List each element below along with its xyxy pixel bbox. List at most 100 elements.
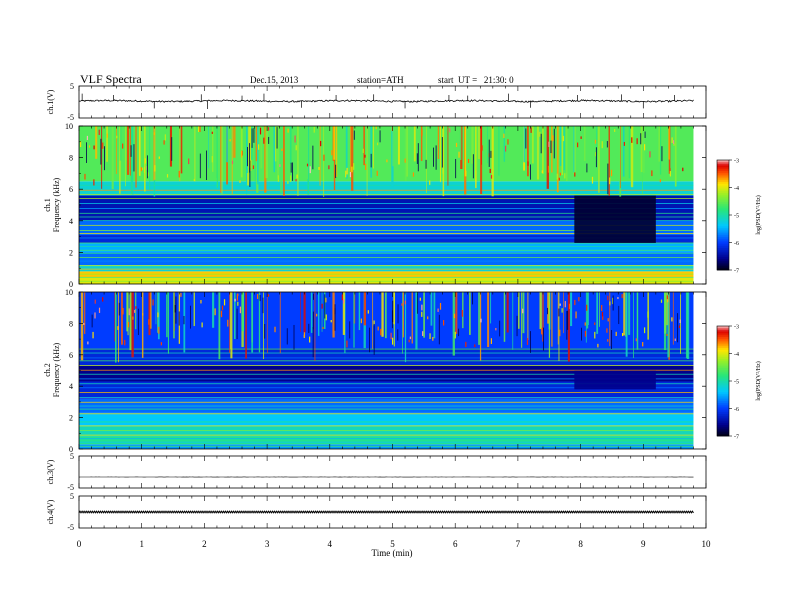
ch1-spectrogram-image xyxy=(79,126,706,284)
spectrogram-speckle xyxy=(373,320,375,326)
spectrogram-dark-streak xyxy=(178,311,180,326)
spectrogram-sferic xyxy=(173,292,175,339)
spectrogram-sferic xyxy=(350,126,352,174)
spectrogram-speckle xyxy=(574,299,576,306)
spectrogram-sferic xyxy=(506,292,509,333)
spectrogram-sferic xyxy=(333,126,336,160)
colorbar-cell xyxy=(717,392,729,395)
spectrogram-sferic xyxy=(464,126,467,177)
colorbar-cell xyxy=(717,415,729,419)
spectrogram-dark-streak xyxy=(199,153,201,179)
spectrogram-line xyxy=(79,365,694,366)
spectrogram-speckle xyxy=(199,126,201,132)
colorbar-cell xyxy=(717,193,729,196)
spectrogram-sferic xyxy=(442,126,445,197)
spectrogram-speckle xyxy=(289,175,292,183)
spectrogram-dark-streak xyxy=(397,304,399,324)
spectrogram-speckle xyxy=(229,139,231,142)
colorbar-cell xyxy=(717,373,729,376)
spectrogram-dark-streak xyxy=(312,311,314,330)
spectrogram-speckle xyxy=(102,142,104,149)
spectrogram-speckle xyxy=(651,170,653,177)
spectrogram-speckle xyxy=(323,154,325,161)
spectrogram-sferic xyxy=(249,126,252,169)
spectrogram-dark-streak xyxy=(516,315,518,337)
colorbar-cell xyxy=(717,426,729,430)
spectrogram-speckle xyxy=(331,150,333,156)
ch2-spectrogram-ticks: 0 2 4 6 8 10 xyxy=(65,288,706,454)
spectrogram-speckle xyxy=(309,336,311,343)
ch3-ytick-bottom: -5 xyxy=(67,483,74,492)
spectrogram-sferic xyxy=(503,126,506,162)
spectrogram-sferic xyxy=(452,292,455,356)
spectrogram-speckle xyxy=(376,142,379,146)
spectrogram-speckle xyxy=(214,308,216,316)
spectrogram-dark-streak xyxy=(553,128,555,159)
ch1-spectrogram-panel: 0 2 4 6 8 10 ch.1 Frequency (kHz) xyxy=(43,122,707,289)
colorbar-cell xyxy=(717,414,729,417)
spectrogram-sferic xyxy=(672,292,674,345)
spectrogram-dark-streak xyxy=(417,294,419,314)
spectrogram-ytick-label: 8 xyxy=(69,154,73,163)
spectrogram-speckle xyxy=(561,308,563,313)
spectrogram-speckle xyxy=(574,172,576,177)
colorbar-cell xyxy=(717,342,729,345)
ch4-waveform-trace xyxy=(78,510,694,514)
spectrogram-speckle xyxy=(322,326,324,329)
spectrogram-speckle xyxy=(673,142,675,146)
spectrogram-sferic xyxy=(668,126,670,160)
spectrogram-sferic xyxy=(342,292,345,335)
spectrogram-line xyxy=(79,273,694,275)
spectrogram-speckle xyxy=(671,317,673,322)
colorbar-cell xyxy=(717,399,729,402)
colorbar-cell xyxy=(717,338,729,342)
spectrogram-sferic xyxy=(130,126,132,176)
ch3-ylabel: ch.3(V) xyxy=(46,459,55,484)
spectrogram-speckle xyxy=(601,141,603,149)
spectrogram-dark-streak xyxy=(369,327,371,353)
ch4-waveform-panel: 5 -5 ch.4(V) xyxy=(46,492,707,532)
colorbar-cell xyxy=(717,160,729,163)
spectrogram-speckle xyxy=(591,176,594,184)
spectrogram-sferic xyxy=(212,126,214,172)
colorbar-cell xyxy=(717,428,729,431)
colorbar-cell xyxy=(717,423,729,426)
spectrogram-sferic xyxy=(573,126,576,175)
colorbar-cell xyxy=(717,198,729,201)
spectrogram-speckle xyxy=(667,297,669,303)
spectrogram-sferic xyxy=(125,126,126,187)
spectrogram-speckle xyxy=(449,127,451,133)
spectrogram-dark-streak xyxy=(312,145,314,170)
spectrogram-speckle xyxy=(607,339,609,342)
spectrogram-sferic xyxy=(479,292,482,361)
spectrogram-speckle xyxy=(421,311,423,317)
spectrogram-sferic xyxy=(95,126,98,159)
ch2-colorbar-ticks: -3 -4 -5 -6 -7 xyxy=(729,325,739,441)
spectrogram-speckle xyxy=(257,144,260,150)
spectrogram-dark-streak xyxy=(236,308,238,340)
spectrogram-speckle xyxy=(320,140,322,147)
spectrogram-speckle xyxy=(281,148,283,152)
spectrogram-sferic xyxy=(658,126,660,162)
spectrogram-speckle xyxy=(490,175,493,179)
spectrogram-line xyxy=(79,434,694,436)
spectrogram-sferic xyxy=(381,292,384,337)
spectrogram-line xyxy=(79,212,694,214)
spectrogram-speckle xyxy=(495,327,497,331)
spectrogram-sferic xyxy=(667,292,670,358)
spectrogram-line xyxy=(79,441,694,443)
spectrogram-sferic xyxy=(475,126,478,171)
spectrogram-line xyxy=(79,198,694,199)
spectrogram-sferic xyxy=(687,292,690,359)
spectrogram-sferic xyxy=(317,292,320,336)
spectrogram-sferic xyxy=(640,126,643,173)
colorbar-cell xyxy=(717,421,729,424)
spectrogram-sferic xyxy=(584,126,586,161)
x-tick-label: 8 xyxy=(578,539,583,549)
colorbar-cell xyxy=(717,359,729,362)
ch3-ytick-top: 5 xyxy=(70,452,74,461)
spectrogram-speckle xyxy=(564,301,566,308)
spectrogram-speckle xyxy=(79,141,82,148)
spectrogram-dark-streak xyxy=(334,304,336,331)
spectrogram-speckle xyxy=(597,343,599,348)
